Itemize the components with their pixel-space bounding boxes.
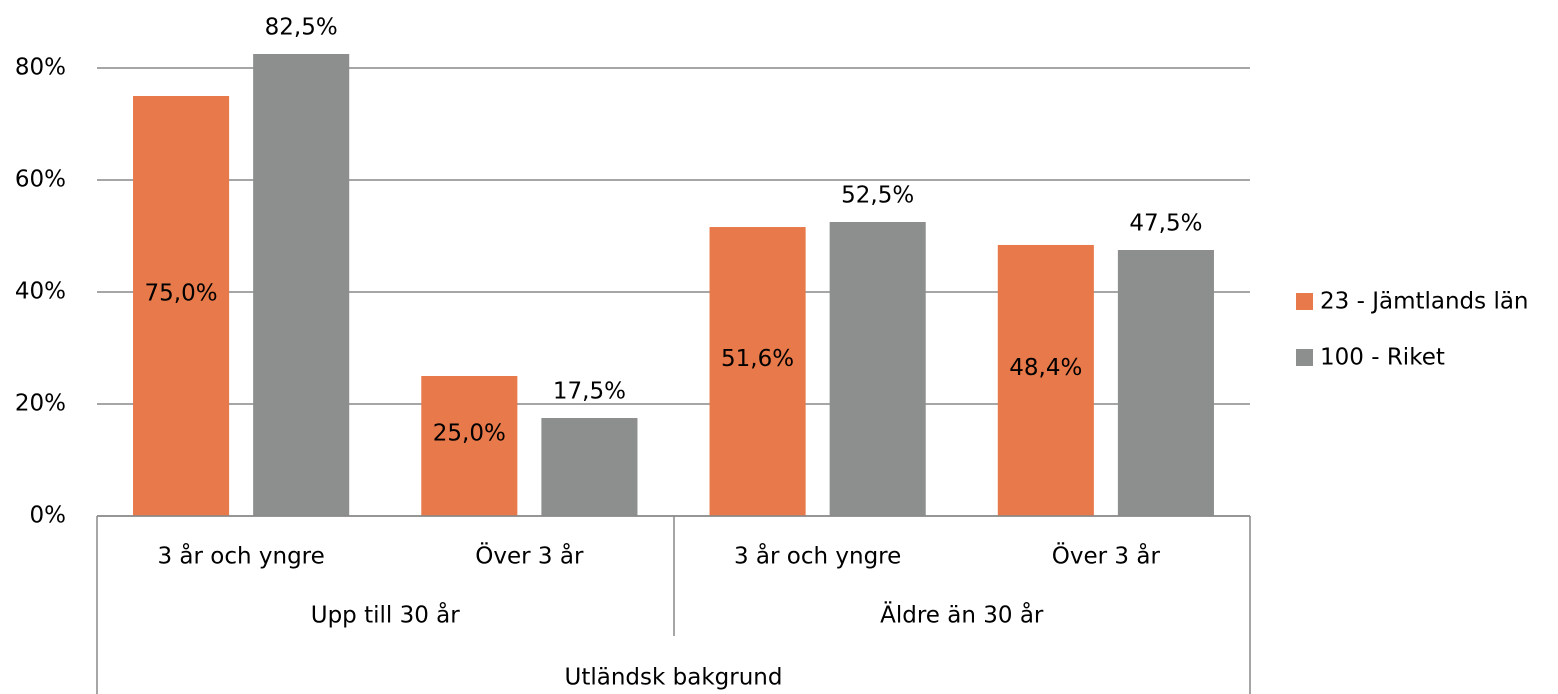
bar [997,244,1094,516]
bar [829,222,926,516]
data-label: 75,0% [145,281,218,307]
x-tick-label: Över 3 år [1052,542,1161,570]
category-group-label: Äldre än 30 år [880,601,1044,629]
y-tick-label: 80% [15,55,66,81]
data-label: 17,5% [553,379,626,405]
legend-swatch [1296,293,1313,310]
bar [541,418,638,516]
data-label: 52,5% [841,183,914,209]
data-label: 82,5% [265,15,338,41]
x-tick-label: Över 3 år [475,542,584,570]
data-label: 48,4% [1009,355,1082,381]
bar [1117,250,1214,516]
y-tick-label: 40% [15,279,66,305]
category-group-label: Upp till 30 år [311,601,461,629]
data-label: 25,0% [433,421,506,447]
bar [253,54,350,516]
y-tick-label: 0% [30,503,67,529]
y-tick-label: 60% [15,167,66,193]
outer-category-label: Utländsk bakgrund [565,665,783,691]
bar [709,227,806,517]
legend-label: 23 - Jämtlands län [1320,289,1529,315]
legend-swatch [1296,349,1313,366]
y-tick-label: 20% [15,391,66,417]
x-tick-label: 3 år och yngre [734,542,901,570]
bar [133,96,230,516]
data-label: 51,6% [721,346,794,372]
data-label: 47,5% [1129,211,1202,237]
x-tick-label: 3 år och yngre [157,542,324,570]
legend-label: 100 - Riket [1320,345,1445,371]
bar [421,376,518,516]
